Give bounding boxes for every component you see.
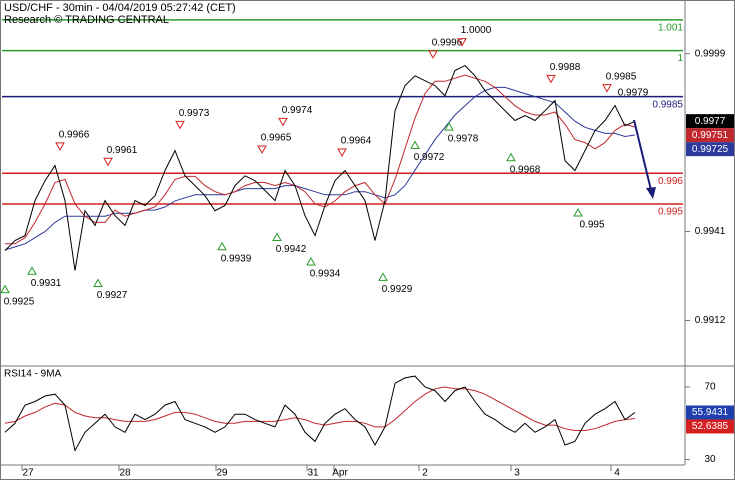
series-line	[5, 74, 636, 245]
low-label: 0.9942	[276, 244, 307, 255]
low-marker	[272, 232, 282, 242]
last-value-box	[686, 142, 734, 157]
high-marker	[337, 148, 347, 158]
low-marker	[27, 266, 37, 275]
x-tick-label: Apr	[332, 468, 348, 479]
y-tick-label: 0.9999	[695, 48, 726, 59]
last-value-label: 0.99751	[692, 130, 729, 141]
low-label: 0.995	[579, 220, 604, 231]
high-label: 1.0000	[461, 25, 492, 36]
high-marker	[55, 142, 65, 151]
low-label: 0.9968	[510, 164, 541, 175]
high-marker	[428, 50, 438, 59]
level-label: 1	[677, 53, 683, 64]
last-value-label: 0.99725	[692, 144, 729, 155]
level-label: 0.9985	[652, 99, 683, 110]
series-line	[4, 86, 636, 251]
low-marker	[410, 140, 420, 149]
x-tick-label: 27	[22, 468, 34, 479]
low-label: 0.9939	[221, 253, 252, 264]
series-line	[4, 64, 636, 271]
high-label: 0.9965	[261, 133, 292, 144]
x-tick-label: 31	[307, 468, 319, 479]
price-panel: 0.9999 0.9941 0.9912 1.001 1 0.9985 0.996 0.995…	[0, 19, 734, 326]
x-tick-label: 3	[514, 468, 520, 479]
y-tick-label: 30	[704, 454, 716, 465]
x-tick-label: 2	[422, 468, 428, 479]
high-marker	[103, 157, 113, 167]
low-label: 0.9929	[382, 284, 413, 295]
high-marker	[278, 117, 288, 127]
low-label: 0.9931	[31, 278, 62, 289]
high-marker	[257, 145, 267, 154]
note-label: 0.9979	[618, 88, 649, 99]
low-label: 0.9934	[310, 269, 341, 280]
series-line	[4, 375, 636, 452]
rsi-title: RSI14 - 9MA	[4, 369, 62, 380]
forecast-arrow	[633, 119, 652, 191]
high-label: 0.9985	[606, 71, 637, 82]
y-tick-label: 70	[704, 382, 716, 393]
last-value-label: 52.6385	[692, 421, 729, 432]
low-marker	[0, 284, 10, 294]
last-value-box	[686, 405, 734, 420]
low-marker	[506, 152, 516, 162]
low-marker	[217, 241, 227, 251]
last-value-label: 55.9431	[692, 407, 729, 418]
low-marker	[93, 278, 103, 288]
chart-title: USD/CHF - 30min - 04/04/2019 05:27:42 (C…	[4, 2, 236, 14]
x-tick-label: 28	[119, 468, 131, 479]
last-value-box	[686, 114, 734, 129]
level-label: 0.996	[658, 176, 683, 187]
high-label: 0.9974	[282, 105, 313, 116]
last-value-box	[686, 128, 734, 143]
x-tick-label: 29	[216, 468, 228, 479]
low-marker	[306, 257, 316, 266]
low-marker	[378, 272, 388, 281]
rsi-panel: 70 30 55.9431 52.6385	[4, 375, 734, 465]
high-marker	[457, 38, 467, 47]
high-label: 0.9966	[59, 130, 90, 141]
low-label: 0.9972	[414, 152, 445, 163]
high-label: 0.9996	[432, 38, 463, 49]
level-label: 0.995	[658, 207, 683, 218]
high-marker	[546, 74, 556, 84]
high-label: 0.9973	[179, 108, 210, 119]
last-value-box	[686, 419, 734, 434]
y-tick-label: 0.9912	[695, 315, 726, 326]
low-marker	[444, 122, 454, 131]
low-label: 0.9927	[97, 290, 128, 301]
series-line	[4, 386, 636, 431]
low-marker	[573, 207, 583, 217]
high-marker	[602, 84, 612, 93]
high-label: 0.9961	[107, 145, 138, 156]
low-label: 0.9978	[448, 134, 479, 145]
last-value-label: 0.9977	[695, 116, 726, 127]
chart-subtitle: Research © TRADING CENTRAL	[4, 14, 169, 26]
low-label: 0.9925	[4, 296, 35, 307]
high-marker	[175, 120, 185, 130]
high-label: 0.9988	[550, 62, 581, 73]
level-label: 1.001	[658, 23, 683, 34]
high-label: 0.9964	[341, 136, 372, 147]
x-tick-label: 4	[614, 468, 620, 479]
forecast-arrow-head	[646, 187, 656, 199]
y-tick-label: 0.9941	[695, 226, 726, 237]
